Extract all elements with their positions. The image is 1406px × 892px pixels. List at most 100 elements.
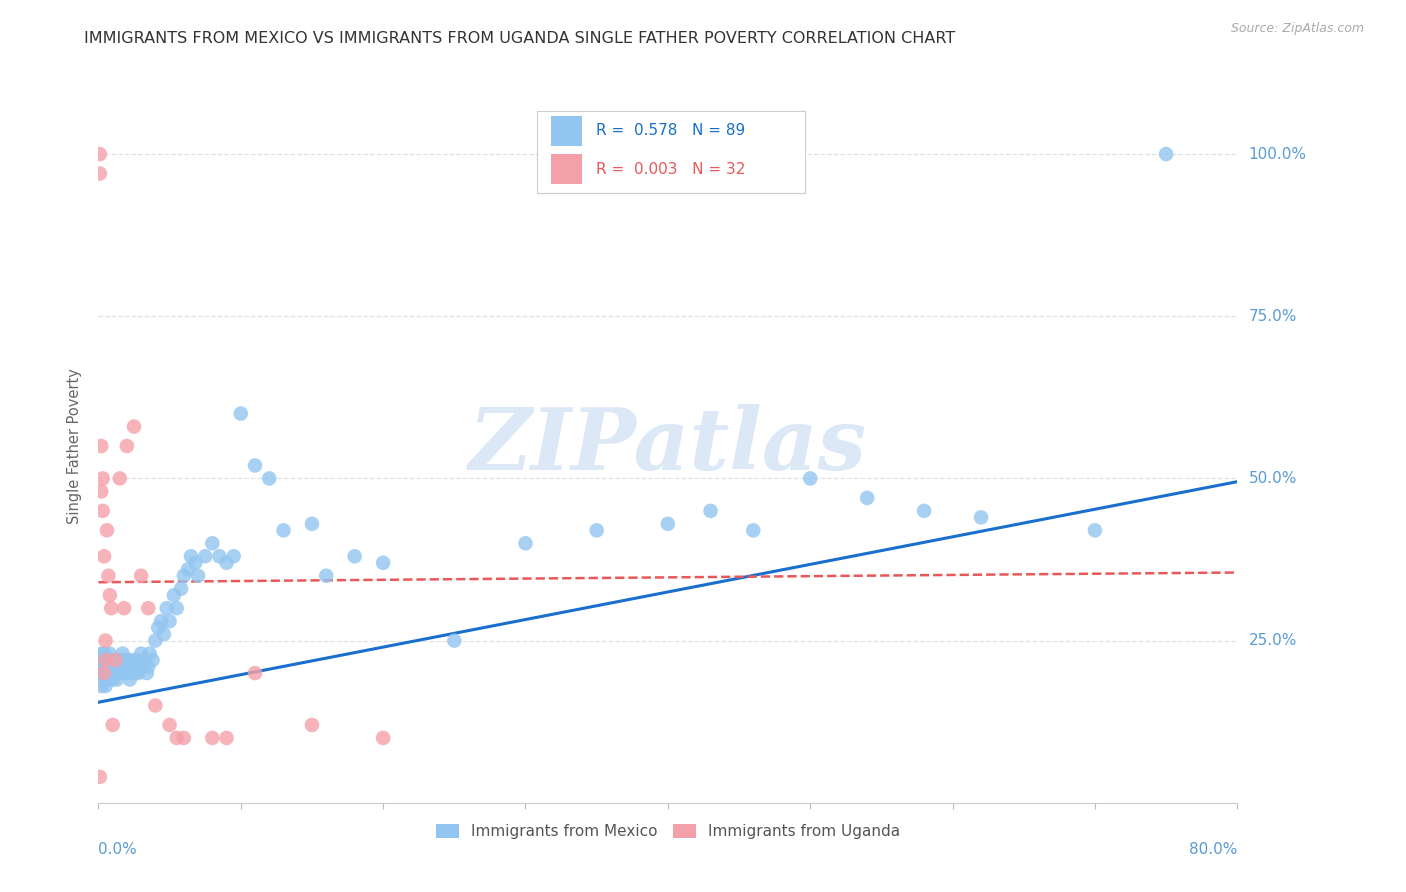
Point bbox=[373, 731, 395, 745]
Point bbox=[443, 633, 465, 648]
Point bbox=[166, 601, 188, 615]
Point bbox=[112, 601, 135, 615]
Bar bbox=[551, 116, 582, 145]
Point bbox=[129, 647, 152, 661]
Point bbox=[259, 471, 281, 485]
Point bbox=[120, 659, 142, 673]
Point bbox=[135, 666, 157, 681]
Point bbox=[145, 633, 167, 648]
Point bbox=[90, 659, 112, 673]
Point bbox=[122, 666, 145, 681]
Text: 50.0%: 50.0% bbox=[1249, 471, 1296, 486]
Point bbox=[115, 439, 138, 453]
Point bbox=[150, 614, 173, 628]
Point bbox=[970, 510, 993, 524]
Point bbox=[94, 679, 117, 693]
Point bbox=[159, 718, 181, 732]
Point bbox=[194, 549, 217, 564]
Text: R =  0.003   N = 32: R = 0.003 N = 32 bbox=[596, 161, 745, 177]
Point bbox=[108, 666, 131, 681]
Point bbox=[104, 666, 127, 681]
Point bbox=[163, 588, 186, 602]
Text: 25.0%: 25.0% bbox=[1249, 633, 1296, 648]
Point bbox=[136, 659, 159, 673]
Point bbox=[373, 556, 395, 570]
Point bbox=[243, 666, 266, 681]
Point bbox=[101, 673, 124, 687]
Point bbox=[90, 647, 112, 661]
Point bbox=[173, 568, 195, 582]
Point bbox=[114, 653, 136, 667]
Point bbox=[115, 666, 138, 681]
Point bbox=[145, 698, 167, 713]
Point bbox=[912, 504, 935, 518]
Point bbox=[122, 419, 145, 434]
Point bbox=[89, 147, 111, 161]
Point bbox=[215, 731, 238, 745]
Point bbox=[173, 731, 195, 745]
Point bbox=[100, 601, 122, 615]
Point bbox=[184, 556, 207, 570]
Point bbox=[115, 659, 138, 673]
Point bbox=[1084, 524, 1107, 538]
Point bbox=[1154, 147, 1177, 161]
Text: 100.0%: 100.0% bbox=[1249, 146, 1306, 161]
Point bbox=[91, 673, 114, 687]
Point bbox=[108, 471, 131, 485]
Point bbox=[243, 458, 266, 473]
Point bbox=[856, 491, 879, 505]
Text: ZIPatlas: ZIPatlas bbox=[468, 404, 868, 488]
Point bbox=[93, 549, 115, 564]
Bar bbox=[551, 154, 582, 184]
Point bbox=[94, 653, 117, 667]
Point bbox=[180, 549, 202, 564]
Point bbox=[156, 601, 179, 615]
Point bbox=[177, 562, 200, 576]
Point bbox=[91, 471, 114, 485]
Point bbox=[91, 653, 114, 667]
Point bbox=[129, 568, 152, 582]
Point bbox=[136, 601, 159, 615]
Point bbox=[699, 504, 721, 518]
Text: IMMIGRANTS FROM MEXICO VS IMMIGRANTS FROM UGANDA SINGLE FATHER POVERTY CORRELATI: IMMIGRANTS FROM MEXICO VS IMMIGRANTS FRO… bbox=[84, 31, 956, 46]
Point bbox=[148, 621, 170, 635]
Point bbox=[201, 536, 224, 550]
Point bbox=[90, 679, 112, 693]
Point bbox=[118, 673, 141, 687]
Point bbox=[201, 731, 224, 745]
Text: 80.0%: 80.0% bbox=[1189, 842, 1237, 856]
Point bbox=[100, 666, 122, 681]
Point bbox=[273, 524, 295, 538]
Point bbox=[96, 659, 118, 673]
Point bbox=[96, 524, 118, 538]
Point bbox=[208, 549, 231, 564]
Point bbox=[89, 666, 111, 681]
Point bbox=[90, 439, 112, 453]
Point bbox=[657, 516, 679, 531]
Point bbox=[138, 647, 160, 661]
Point bbox=[104, 653, 127, 667]
Point bbox=[132, 653, 155, 667]
Point bbox=[89, 167, 111, 181]
Point bbox=[97, 568, 120, 582]
Point bbox=[111, 647, 134, 661]
Point bbox=[94, 653, 117, 667]
Point bbox=[97, 653, 120, 667]
Point bbox=[110, 659, 132, 673]
Text: R =  0.578   N = 89: R = 0.578 N = 89 bbox=[596, 123, 745, 138]
Point bbox=[107, 659, 129, 673]
Text: 0.0%: 0.0% bbox=[98, 842, 138, 856]
Point bbox=[166, 731, 188, 745]
Point bbox=[315, 568, 337, 582]
Point bbox=[101, 718, 124, 732]
Point bbox=[108, 653, 131, 667]
Point bbox=[187, 568, 209, 582]
Point bbox=[515, 536, 537, 550]
Point bbox=[301, 516, 323, 531]
Point bbox=[93, 659, 115, 673]
Point bbox=[742, 524, 765, 538]
Point bbox=[222, 549, 245, 564]
Point bbox=[90, 484, 112, 499]
Point bbox=[131, 659, 153, 673]
Point bbox=[125, 653, 148, 667]
